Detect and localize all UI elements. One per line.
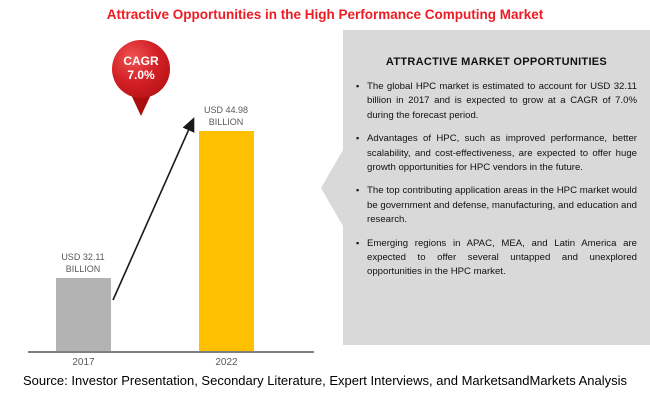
- panel-bullet-list: The global HPC market is estimated to ac…: [356, 80, 637, 280]
- bar-value-label-2022: USD 44.98 BILLION: [203, 105, 249, 127]
- bar-value-label-2017: USD 32.11 BILLION: [61, 252, 105, 274]
- growth-arrow-icon: [112, 117, 195, 301]
- opportunities-panel: ATTRACTIVE MARKET OPPORTUNITIES The glob…: [321, 30, 650, 345]
- bullet-item: Emerging regions in APAC, MEA, and Latin…: [356, 237, 637, 280]
- x-tick-2022: 2022: [215, 357, 238, 368]
- bullet-item: The global HPC market is estimated to ac…: [356, 80, 637, 123]
- cagr-pin-icon: CAGR 7.0%: [112, 40, 170, 122]
- cagr-pin-head: CAGR 7.0%: [112, 40, 170, 98]
- bar-2017: [56, 278, 111, 351]
- cagr-label: CAGR: [123, 54, 159, 69]
- bullet-item: Advantages of HPC, such as improved perf…: [356, 132, 637, 175]
- x-tick-2017: 2017: [72, 357, 95, 368]
- bar-chart: CAGR 7.0% USD 32.11 BILLION USD 44.98 BI…: [0, 28, 340, 373]
- panel-heading: ATTRACTIVE MARKET OPPORTUNITIES: [385, 56, 608, 68]
- page-title: Attractive Opportunities in the High Per…: [106, 7, 544, 22]
- bar-2022: [199, 131, 254, 351]
- source-note: Source: Investor Presentation, Secondary…: [22, 373, 628, 388]
- cagr-value: 7.0%: [127, 68, 155, 82]
- x-axis-line: [28, 351, 314, 353]
- bullet-item: The top contributing application areas i…: [356, 184, 637, 227]
